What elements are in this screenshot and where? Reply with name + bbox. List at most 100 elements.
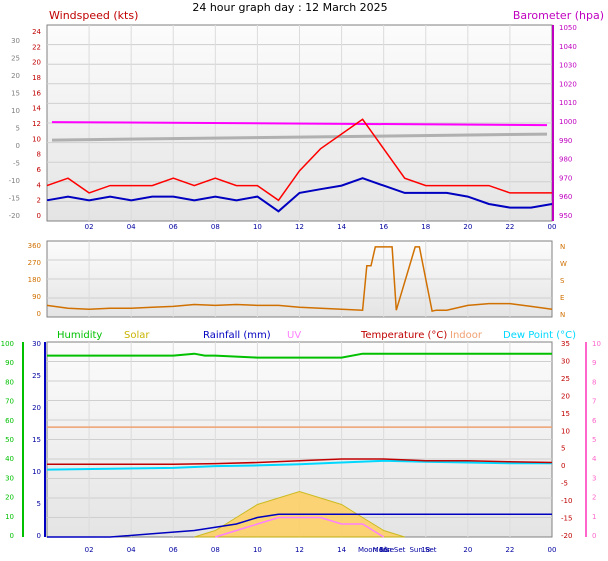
x-tick-label: 08 bbox=[211, 223, 220, 231]
left-outer-tick-label: -5 bbox=[13, 160, 20, 168]
direction-tick-label: 180 bbox=[28, 276, 41, 284]
left-outer-tick-label: 20 bbox=[11, 72, 20, 80]
legend-item: Indoor bbox=[450, 330, 483, 341]
humidity-line bbox=[47, 352, 552, 359]
left-outer-tick-label: 15 bbox=[11, 90, 20, 98]
x-tick-label: 04 bbox=[127, 546, 136, 554]
barometer-tick-label: 970 bbox=[559, 174, 572, 182]
x-tick-label: 12 bbox=[295, 223, 304, 231]
uv-tick-label: 10 bbox=[592, 340, 601, 348]
barometer-tick-label: 1000 bbox=[559, 118, 577, 126]
uv-tick-label: 9 bbox=[592, 359, 596, 367]
windspeed-tick-label: 24 bbox=[32, 28, 41, 36]
legend-item: Humidity bbox=[57, 330, 102, 341]
windspeed-tick-label: 6 bbox=[37, 166, 42, 174]
x-tick-label: 18 bbox=[421, 223, 430, 231]
direction-tick-label: 360 bbox=[28, 242, 41, 250]
left-outer-tick-label: 30 bbox=[11, 37, 20, 45]
humidity-tick-label: 70 bbox=[5, 398, 14, 406]
uv-tick-label: 7 bbox=[592, 398, 596, 406]
x-tick-label: 02 bbox=[85, 223, 94, 231]
rainfall-tick-label: 25 bbox=[32, 372, 41, 380]
x-tick-label: 16 bbox=[379, 546, 388, 554]
rainfall-tick-label: 15 bbox=[32, 436, 41, 444]
legend-item: Dew Point (°C) bbox=[503, 330, 576, 341]
uv-tick-label: 0 bbox=[592, 532, 596, 540]
baro-grey-line bbox=[51, 132, 548, 142]
left-outer-tick-label: -10 bbox=[9, 177, 20, 185]
uv-tick-label: 2 bbox=[592, 494, 596, 502]
x-tick-label: 18 bbox=[421, 546, 430, 554]
left-outer-tick-label: 5 bbox=[16, 125, 20, 133]
x-tick-label: 22 bbox=[505, 223, 514, 231]
chart-title: 24 hour graph day : 12 March 2025 bbox=[192, 1, 387, 14]
temperature-tick-label: 35 bbox=[561, 340, 570, 348]
left-outer-tick-label: 0 bbox=[16, 142, 20, 150]
humidity-tick-label: 0 bbox=[10, 532, 14, 540]
uv-tick-label: 8 bbox=[592, 378, 596, 386]
humidity-tick-label: 10 bbox=[5, 513, 14, 521]
direction-tick-label: 0 bbox=[37, 310, 41, 318]
gust-line bbox=[46, 118, 552, 202]
humidity-tick-label: 60 bbox=[5, 417, 14, 425]
barometer-tick-label: 980 bbox=[559, 156, 572, 164]
windspeed-label: Windspeed (kts) bbox=[49, 9, 138, 22]
legend-item: UV bbox=[287, 330, 301, 341]
x-tick-label: 10 bbox=[253, 546, 262, 554]
astro-annotation: Sun Set bbox=[409, 546, 436, 554]
barometer-line bbox=[51, 121, 548, 127]
dew-point-line bbox=[46, 459, 552, 471]
compass-label: S bbox=[560, 277, 565, 285]
windspeed-tick-label: 4 bbox=[37, 181, 42, 189]
x-tick-label: 02 bbox=[85, 546, 94, 554]
humidity-tick-label: 80 bbox=[5, 378, 14, 386]
x-tick-label: 20 bbox=[463, 223, 472, 231]
windspeed-tick-label: 12 bbox=[32, 120, 41, 128]
temperature-tick-label: 20 bbox=[561, 392, 570, 400]
humidity-tick-label: 20 bbox=[5, 494, 14, 502]
temperature-tick-label: 0 bbox=[561, 462, 565, 470]
barometer-tick-label: 1050 bbox=[559, 24, 577, 32]
barometer-tick-label: 960 bbox=[559, 193, 572, 201]
compass-label: E bbox=[560, 294, 564, 302]
x-tick-label: 12 bbox=[295, 546, 304, 554]
uv-tick-label: 3 bbox=[592, 474, 596, 482]
x-tick-label: 20 bbox=[463, 546, 472, 554]
windspeed-tick-label: 14 bbox=[32, 105, 41, 113]
legend-item: Temperature (°C) bbox=[360, 330, 447, 341]
barometer-tick-label: 950 bbox=[559, 212, 572, 220]
uv-tick-label: 6 bbox=[592, 417, 597, 425]
rainfall-tick-label: 30 bbox=[32, 340, 41, 348]
direction-tick-label: 270 bbox=[28, 259, 41, 267]
barometer-label: Barometer (hpa) bbox=[513, 9, 604, 22]
wind-direction-line bbox=[46, 246, 553, 312]
x-tick-label: 10 bbox=[253, 223, 262, 231]
x-tick-label: 06 bbox=[169, 546, 178, 554]
humidity-tick-label: 40 bbox=[5, 455, 14, 463]
rainfall-tick-label: 0 bbox=[37, 532, 41, 540]
x-tick-label: 14 bbox=[337, 546, 346, 554]
legend-item: Solar bbox=[124, 330, 150, 341]
temperature-tick-label: 5 bbox=[561, 445, 565, 453]
temperature-tick-label: -10 bbox=[561, 497, 572, 505]
left-outer-tick-label: 25 bbox=[11, 55, 20, 63]
x-tick-label: 08 bbox=[211, 546, 220, 554]
barometer-tick-label: 1010 bbox=[559, 99, 577, 107]
windspeed-tick-label: 2 bbox=[37, 197, 41, 205]
x-tick-label: 04 bbox=[127, 223, 136, 231]
humidity-tick-label: 90 bbox=[5, 359, 14, 367]
windspeed-tick-label: 22 bbox=[32, 43, 41, 51]
windspeed-tick-label: 0 bbox=[37, 212, 41, 220]
left-outer-tick-label: -20 bbox=[9, 212, 20, 220]
temperature-tick-label: 15 bbox=[561, 410, 570, 418]
windspeed-tick-label: 10 bbox=[32, 135, 41, 143]
x-tick-label: 00 bbox=[548, 546, 557, 554]
uv-tick-label: 1 bbox=[592, 513, 596, 521]
wind-average-line bbox=[46, 177, 553, 213]
windspeed-tick-label: 20 bbox=[32, 59, 41, 67]
temperature-tick-label: 10 bbox=[561, 427, 570, 435]
barometer-tick-label: 990 bbox=[559, 137, 572, 145]
temperature-tick-label: -20 bbox=[561, 532, 572, 540]
rainfall-tick-label: 10 bbox=[32, 468, 41, 476]
astro-annotation: Moon Rise bbox=[358, 546, 394, 554]
